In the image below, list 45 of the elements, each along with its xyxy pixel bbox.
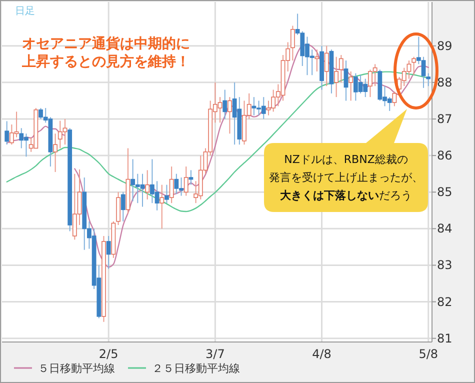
candlestick: [290, 25, 295, 61]
candlestick: [160, 184, 164, 230]
candlestick: [53, 133, 58, 172]
candlestick: [324, 45, 329, 87]
candlestick: [392, 91, 397, 107]
x-tick-label: 4/8: [312, 347, 332, 361]
annotation: オセアニア通貨は中期的に: [22, 35, 190, 52]
candlestick: [334, 56, 339, 98]
candlestick: [145, 170, 150, 200]
candlestick: [188, 170, 194, 186]
annotation: 上昇するとの見方を維持！: [21, 53, 190, 70]
candlestick: [184, 166, 188, 196]
y-tick-label: 82: [437, 294, 452, 309]
legend-label: ５日移動平均線: [38, 362, 115, 375]
annotation: NZドルは、RBNZ総裁の: [284, 153, 408, 166]
candlestick: [314, 49, 320, 72]
y-tick-label: 81: [437, 331, 452, 346]
annotation: 大きくは下落しない: [280, 189, 379, 202]
candlestick: [169, 166, 174, 204]
candlestick: [228, 96, 232, 134]
y-tick-label: 84: [437, 222, 452, 236]
candlestick: [344, 60, 348, 102]
candlestick: [412, 56, 416, 76]
y-tick-label: 87: [437, 112, 452, 126]
candlestick: [164, 184, 169, 204]
candlestick: [338, 54, 344, 83]
annotation: 発言を受けて上げ止まったが、: [269, 171, 423, 184]
chart-title: 日足: [15, 6, 35, 17]
candlestick: [4, 120, 10, 146]
y-tick-label: 85: [437, 185, 452, 200]
y-tick-label: 86: [437, 148, 452, 163]
y-tick-label: 88: [437, 75, 452, 90]
annotation: だろう: [379, 189, 412, 202]
candlestick: [426, 72, 431, 87]
x-tick-label: 3/7: [206, 347, 225, 361]
candlestick: [348, 70, 354, 102]
x-tick-label: 5/8: [418, 347, 438, 361]
x-tick-label: 2/5: [98, 347, 118, 361]
candlestick: [116, 192, 120, 226]
y-tick-label: 83: [437, 258, 452, 272]
candlestick: [120, 192, 126, 222]
candlestick: [222, 89, 228, 120]
y-tick-label: 89: [437, 38, 452, 53]
legend-label: ２５日移動平均線: [152, 362, 240, 375]
candlestick: [106, 235, 111, 270]
